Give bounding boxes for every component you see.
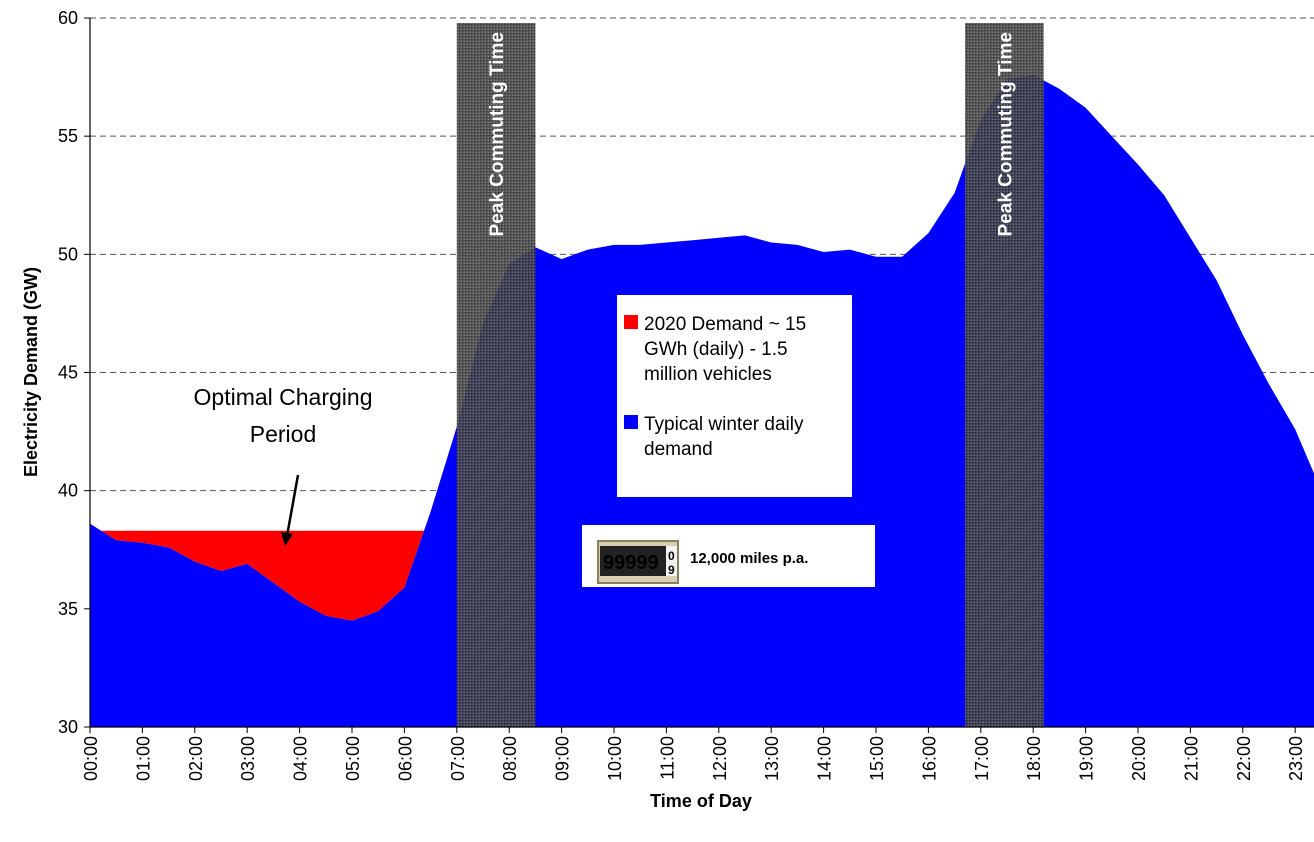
legend-ev-line-2: GWh (daily) - 1.5 (644, 339, 788, 360)
annotation-arrow (285, 474, 300, 537)
x-tick-label: 01:00 (133, 736, 153, 781)
x-tick-label: 09:00 (553, 736, 573, 781)
axes: 30 35 40 45 50 55 60 00:00 01:00 02:00 03:00 04:00 0… (58, 8, 1314, 781)
optimal-charging-line-2: Period (250, 421, 316, 447)
x-tick-label: 00:00 (81, 736, 101, 781)
x-tick-label: 18:00 (1024, 736, 1044, 781)
x-tick-label: 19:00 (1077, 736, 1097, 781)
legend-box: 2020 Demand ~ 15 GWh (daily) - 1.5 milli… (617, 295, 852, 497)
x-tick-label: 21:00 (1181, 736, 1201, 781)
annotation-arrowhead (281, 532, 293, 546)
x-tick-label: 04:00 (291, 736, 311, 781)
x-tick-label: 14:00 (815, 736, 835, 781)
peak-band-1 (456, 23, 536, 727)
y-tick-label: 40 (58, 481, 78, 501)
x-tick-label: 15:00 (867, 736, 887, 781)
x-tick-label: 02:00 (186, 736, 206, 781)
svg-text:9: 9 (668, 563, 675, 577)
optimal-charging-line-1: Optimal Charging (194, 384, 373, 410)
x-tick-label: 20:00 (1129, 736, 1149, 781)
y-tick-label: 45 (58, 363, 78, 383)
x-tick-label: 11:00 (657, 736, 677, 780)
odometer-digits: 99999 (603, 552, 659, 574)
odometer-label: 12,000 miles p.a. (690, 550, 808, 567)
legend-ev-line-3: million vehicles (644, 364, 772, 385)
x-tick-label: 17:00 (972, 736, 992, 781)
x-tick-label: 03:00 (238, 736, 258, 781)
y-tick-label: 50 (58, 244, 78, 264)
x-tick-label: 16:00 (919, 736, 939, 781)
x-tick-label: 05:00 (343, 736, 363, 781)
peak-bands: Peak Commuting Time Peak Commuting Time (456, 23, 1044, 727)
odometer-icon: 99999 0 9 (597, 540, 679, 584)
x-tick-label: 06:00 (395, 736, 415, 781)
legend-background (617, 295, 852, 497)
y-axis-title: Electricity Demand (GW) (21, 267, 41, 477)
svg-text:0: 0 (668, 549, 675, 563)
peak-band-label: Peak Commuting Time (995, 32, 1016, 236)
x-tick-label: 07:00 (448, 736, 468, 781)
x-tick-label: 12:00 (710, 736, 730, 781)
peak-band-label: Peak Commuting Time (487, 32, 508, 236)
ev-demand-area (90, 426, 457, 621)
y-tick-label: 30 (58, 717, 78, 737)
legend-swatch-ev (624, 315, 638, 329)
optimal-charging-annotation: Optimal Charging Period (194, 384, 373, 546)
legend-demand-line-1: Typical winter daily (644, 414, 804, 435)
peak-band-2 (965, 23, 1044, 727)
x-tick-label: 22:00 (1234, 736, 1254, 781)
x-tick-label: 13:00 (762, 736, 782, 781)
legend-demand-line-2: demand (644, 439, 713, 460)
y-tick-label: 60 (58, 8, 78, 28)
x-axis-title: Time of Day (650, 791, 752, 811)
legend-ev-line-1: 2020 Demand ~ 15 (644, 314, 806, 335)
legend-swatch-demand (624, 415, 638, 429)
x-tick-label: 23:00 (1286, 736, 1306, 781)
x-tick-label: 10:00 (605, 736, 625, 781)
y-tick-label: 35 (58, 599, 78, 619)
x-tick-label: 08:00 (500, 736, 520, 781)
odometer-box: 99999 0 9 12,000 miles p.a. (582, 525, 875, 587)
y-tick-label: 55 (58, 126, 78, 146)
